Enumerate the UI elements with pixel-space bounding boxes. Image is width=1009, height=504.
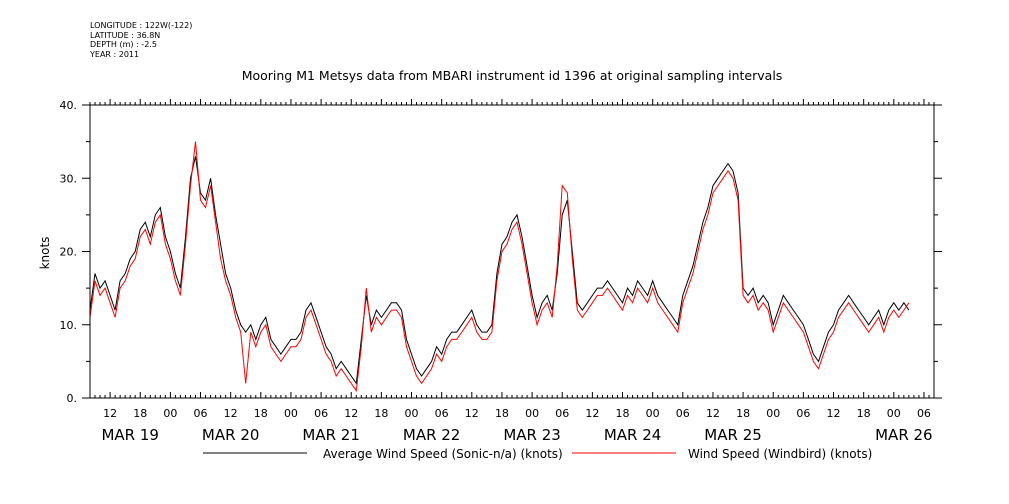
y-tick-label: 10. [60, 319, 78, 332]
series-average-wind-speed-line [89, 156, 910, 385]
x-hour-tick-label: 06 [435, 407, 449, 420]
x-hour-tick-label: 18 [736, 407, 750, 420]
x-hour-tick-label: 00 [525, 407, 539, 420]
plot-frame [89, 104, 935, 399]
longitude-text: LONGITUDE : 122W(-122) [90, 21, 193, 30]
x-hour-tick-label: 18 [495, 407, 509, 420]
x-hour-tick-label: 00 [284, 407, 298, 420]
chart-title: Mooring M1 Metsys data from MBARI instru… [242, 68, 783, 83]
x-hour-tick-label: 06 [917, 407, 931, 420]
x-hour-tick-label: 06 [796, 407, 810, 420]
x-day-label: MAR 23 [503, 426, 560, 444]
x-hour-tick-label: 12 [827, 407, 841, 420]
x-day-label: MAR 21 [302, 426, 359, 444]
x-hour-tick-label: 06 [676, 407, 690, 420]
x-day-label: MAR 20 [202, 426, 259, 444]
legend: Average Wind Speed (Sonic-n/a) (knots) W… [203, 447, 872, 461]
x-hour-tick-label: 06 [314, 407, 328, 420]
x-day-label: MAR 24 [604, 426, 661, 444]
series-windbird-line [89, 141, 910, 393]
y-tick-label: 40. [60, 99, 78, 112]
year-text: YEAR : 2011 [90, 49, 140, 59]
x-hour-tick-label: 18 [254, 407, 268, 420]
series-layer [89, 141, 910, 393]
x-hour-tick-label: 12 [344, 407, 358, 420]
x-hour-tick-label: 12 [706, 407, 720, 420]
x-hour-tick-label: 00 [646, 407, 660, 420]
x-hour-tick-label: 12 [224, 407, 238, 420]
y-axis-label: knots [38, 237, 52, 270]
x-hour-tick-label: 06 [194, 407, 208, 420]
legend-label-windbird: Wind Speed (Windbird) (knots) [688, 447, 872, 461]
legend-label-average: Average Wind Speed (Sonic-n/a) (knots) [323, 447, 563, 461]
tick-labels: 0. 10. 20. 30. 40. 12 18 00 06 12 18 00 06 12 18 00 06 12… [60, 99, 933, 444]
x-hour-tick-label: 12 [465, 407, 479, 420]
metadata-block: LONGITUDE : 122W(-122) LATITUDE : 36.8N … [90, 21, 192, 59]
x-hour-tick-label: 12 [585, 407, 599, 420]
latitude-text: LATITUDE : 36.8N [90, 30, 161, 40]
x-hour-tick-label: 06 [555, 407, 569, 420]
x-day-label: MAR 19 [101, 426, 158, 444]
depth-text: DEPTH (m) : -2.5 [90, 40, 157, 49]
x-hour-tick-label: 00 [405, 407, 419, 420]
y-tick-label: 20. [60, 246, 78, 259]
x-day-label: MAR 25 [704, 426, 761, 444]
y-tick-label: 0. [67, 392, 78, 405]
x-hour-tick-label: 18 [374, 407, 388, 420]
x-hour-tick-label: 00 [163, 407, 177, 420]
x-day-label: MAR 22 [403, 426, 460, 444]
y-tick-label: 30. [60, 172, 78, 185]
x-hour-tick-label: 12 [103, 407, 117, 420]
x-hour-tick-label: 18 [133, 407, 147, 420]
x-hour-tick-label: 00 [887, 407, 901, 420]
x-hour-tick-label: 18 [857, 407, 871, 420]
x-hour-tick-label: 00 [766, 407, 780, 420]
x-day-label: MAR 26 [875, 426, 932, 444]
x-hour-tick-label: 18 [616, 407, 630, 420]
